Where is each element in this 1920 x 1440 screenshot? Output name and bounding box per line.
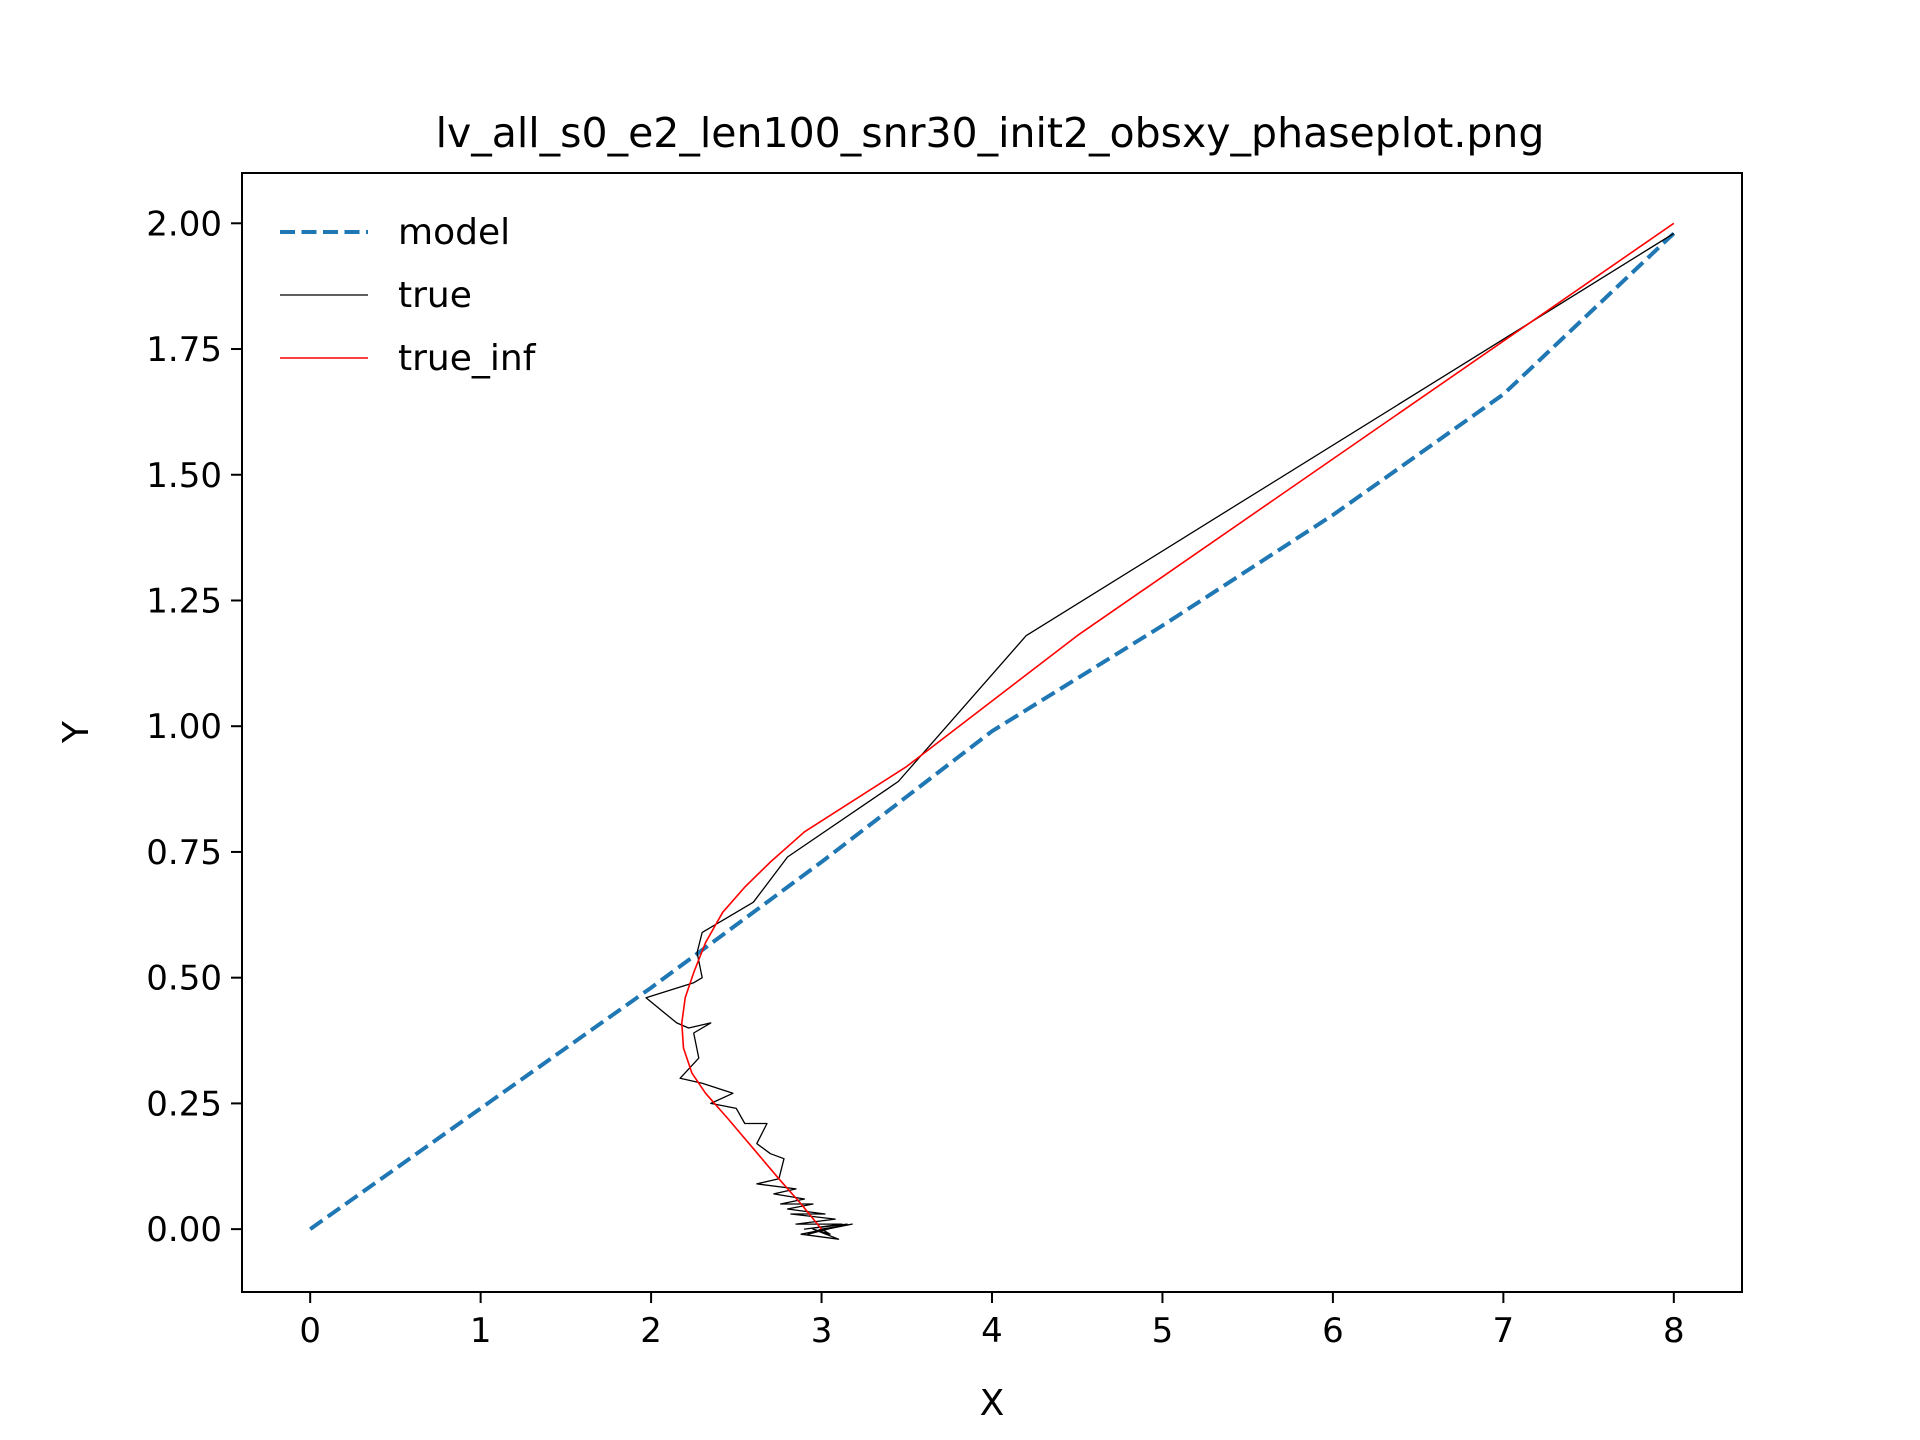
x-tick-label: 4 <box>981 1311 1003 1351</box>
y-tick-label: 0.25 <box>146 1084 222 1124</box>
x-tick-label: 2 <box>640 1311 662 1351</box>
y-axis-label: Y <box>56 720 97 744</box>
y-tick-label: 1.75 <box>146 330 222 370</box>
y-tick-label: 0.00 <box>146 1210 222 1250</box>
y-tick-label: 0.50 <box>146 959 222 999</box>
x-tick-label: 5 <box>1152 1311 1174 1351</box>
y-tick-label: 1.00 <box>146 707 222 747</box>
series-line-true <box>645 232 1675 1240</box>
legend-label-true: true <box>398 275 472 316</box>
x-tick-label: 6 <box>1322 1311 1344 1351</box>
y-tick-label: 2.00 <box>146 204 222 244</box>
x-axis-label: X <box>980 1383 1005 1424</box>
y-tick-label: 0.75 <box>146 833 222 873</box>
series-line-model <box>309 231 1676 1231</box>
y-tick-label: 1.25 <box>146 581 222 621</box>
plot-frame <box>241 172 1743 1293</box>
y-tick-label: 1.50 <box>146 456 222 496</box>
legend-label-model: model <box>398 212 510 253</box>
legend-label-true-inf: true_inf <box>398 338 537 379</box>
x-tick-label: 3 <box>811 1311 833 1351</box>
x-tick-label: 7 <box>1493 1311 1515 1351</box>
axis-ticks: 0 1 2 3 4 5 6 7 8 0.00 0.25 0.50 0.75 1.00 1.25 1.50 1.7… <box>146 204 1684 1351</box>
series-line-true-inf <box>680 222 1675 1230</box>
x-tick-label: 1 <box>470 1311 492 1351</box>
chart-title: lv_all_s0_e2_len100_snr30_init2_obsxy_ph… <box>436 109 1545 157</box>
x-tick-label: 8 <box>1663 1311 1685 1351</box>
legend: model true true_inf <box>280 212 537 379</box>
x-tick-label: 0 <box>299 1311 321 1351</box>
plot-area <box>309 222 1676 1240</box>
